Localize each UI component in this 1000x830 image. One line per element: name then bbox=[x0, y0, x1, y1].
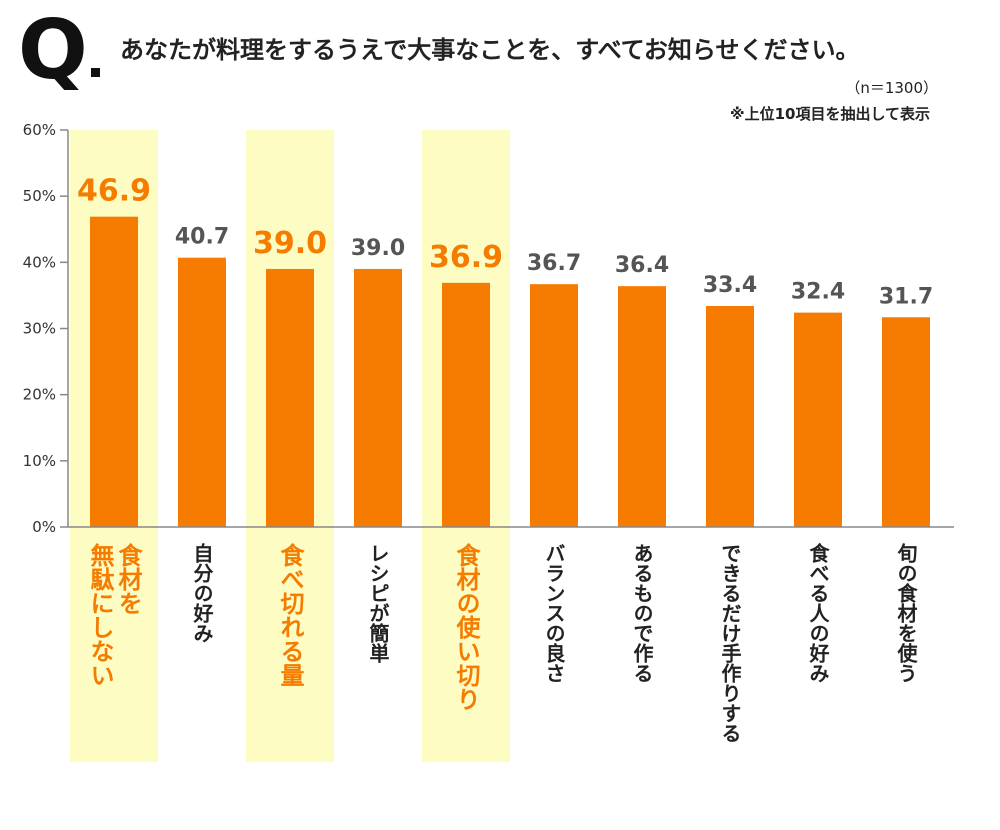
category-label: できるだけ手作りする bbox=[718, 543, 742, 743]
value-label: 39.0 bbox=[253, 226, 327, 261]
bar bbox=[178, 257, 226, 527]
q-mark: Q bbox=[18, 3, 88, 98]
bar bbox=[442, 282, 490, 527]
bar bbox=[794, 312, 842, 527]
value-label: 36.4 bbox=[615, 253, 669, 278]
category-label: 食べる人の好み bbox=[806, 542, 830, 683]
value-label: 31.7 bbox=[879, 284, 933, 309]
y-tick-label: 40% bbox=[23, 253, 56, 271]
bar bbox=[354, 268, 402, 527]
question-title: あなたが料理をするうえで大事なことを、すべてお知らせください。 bbox=[120, 36, 860, 64]
value-label: 36.9 bbox=[429, 240, 503, 275]
value-label: 33.4 bbox=[703, 273, 757, 298]
bar bbox=[882, 317, 930, 527]
chart-note: ※上位10項目を抽出して表示 bbox=[729, 105, 930, 123]
bar bbox=[530, 284, 578, 527]
sample-size: （n＝1300） bbox=[845, 79, 938, 97]
bar bbox=[618, 286, 666, 527]
value-label: 40.7 bbox=[175, 225, 229, 250]
bar bbox=[706, 306, 754, 527]
category-label: バランスの良さ bbox=[542, 543, 566, 683]
y-tick-label: 60% bbox=[23, 121, 56, 139]
bar bbox=[90, 216, 138, 527]
y-tick-label: 30% bbox=[23, 320, 56, 338]
value-label: 32.4 bbox=[791, 280, 845, 305]
y-tick-label: 20% bbox=[23, 386, 56, 404]
y-tick-label: 50% bbox=[23, 187, 56, 205]
category-label: 食材を bbox=[114, 542, 142, 615]
category-label: 旬の食材を使う bbox=[894, 542, 918, 683]
category-label: 無駄にしない bbox=[86, 542, 114, 687]
category-label: 食べ切れる量 bbox=[276, 542, 304, 687]
category-label: レシピが簡単 bbox=[366, 543, 390, 664]
value-label: 46.9 bbox=[77, 174, 151, 209]
value-label: 39.0 bbox=[351, 236, 405, 261]
y-tick-label: 10% bbox=[23, 452, 56, 470]
y-tick-label: 0% bbox=[32, 518, 56, 536]
bar bbox=[266, 268, 314, 527]
q-dot bbox=[91, 68, 100, 77]
category-label: あるもので作る bbox=[630, 543, 654, 683]
value-label: 36.7 bbox=[527, 251, 581, 276]
category-label: 自分の好み bbox=[190, 542, 214, 643]
category-label: 食材の使い切り bbox=[452, 542, 481, 711]
